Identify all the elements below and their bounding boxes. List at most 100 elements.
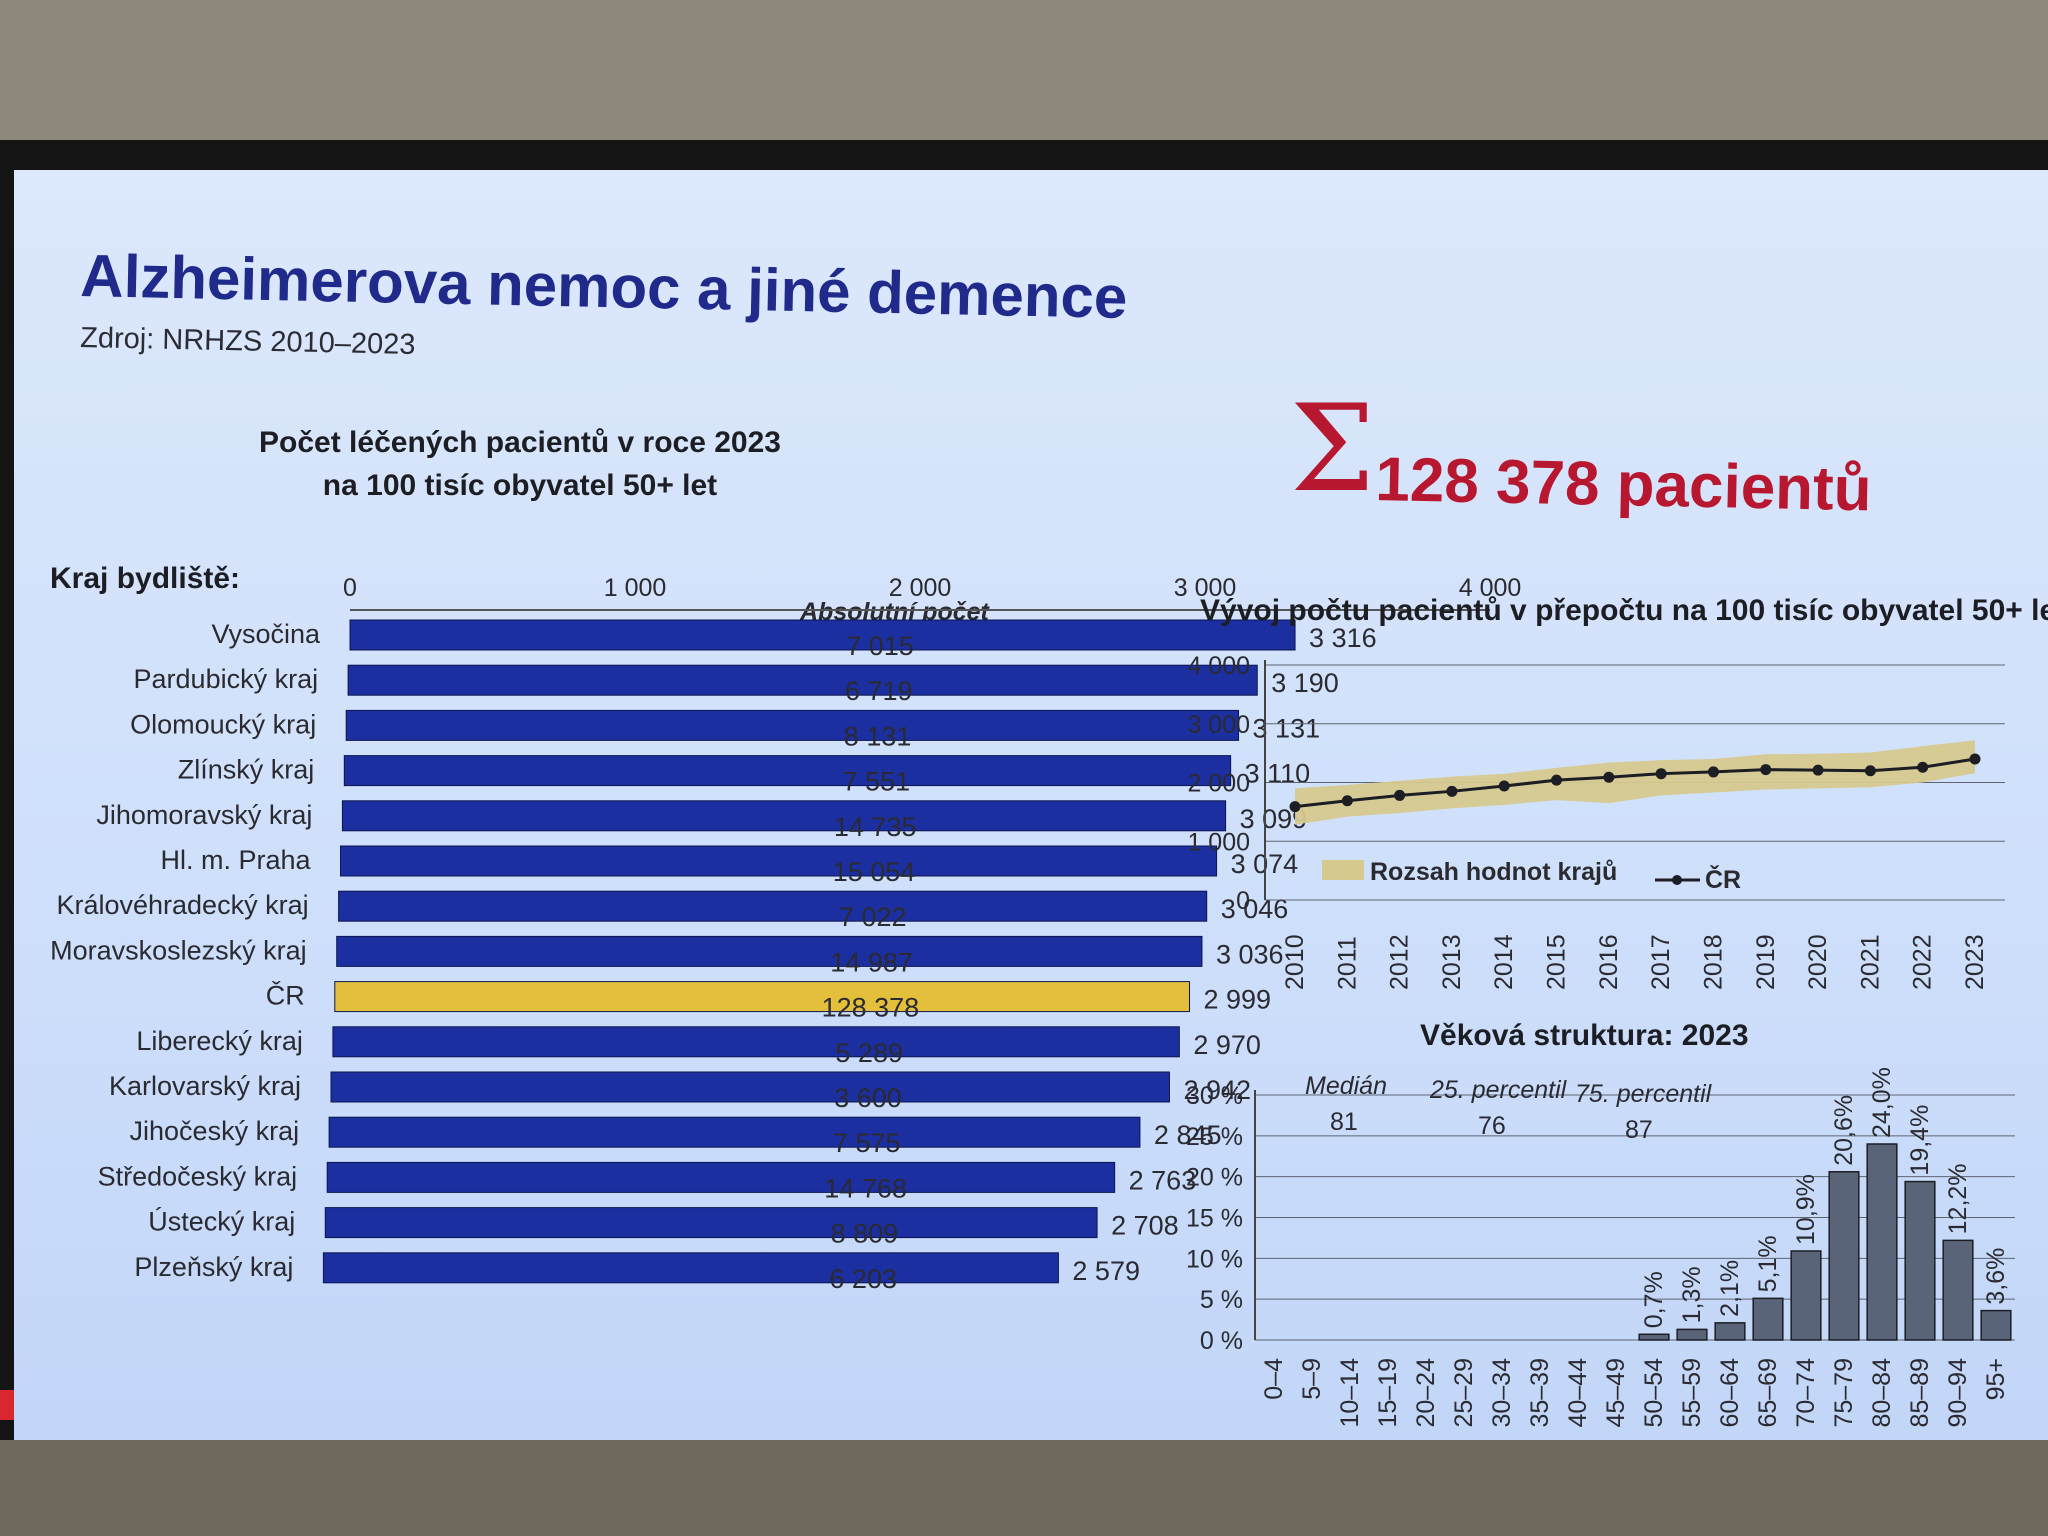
absolute-count: 14 735 (834, 812, 917, 842)
bar-category-label: Zlínský kraj (178, 755, 315, 785)
bar-category-label: ČR (266, 980, 305, 1011)
bar-cr-highlight (334, 981, 1191, 1013)
regional-bar-chart: Počet léčených pacientů v roce 2023 na 1… (50, 426, 1521, 1294)
absolute-count: 15 054 (833, 857, 916, 887)
legend-series-label: ČR (1705, 864, 1741, 894)
bar-chart-title: Počet léčených pacientů v roce 2023 (259, 426, 781, 459)
cr-series-point (1446, 785, 1458, 797)
age-y-tick: 25 % (1186, 1123, 1243, 1151)
bar-value-label: 3 190 (1271, 668, 1339, 698)
bar-region (322, 1252, 1059, 1284)
bar-category-label: Ústecký kraj (148, 1206, 295, 1237)
bar-region (332, 1026, 1180, 1058)
line-x-tick: 2011 (1333, 936, 1361, 990)
age-x-tick: 40–44 (1564, 1358, 1592, 1428)
stat-p25-value: 76 (1478, 1112, 1506, 1140)
cr-series-point (1394, 789, 1406, 801)
cr-series-point (1707, 766, 1719, 778)
line-x-tick: 2019 (1752, 934, 1780, 990)
bar-region (340, 845, 1218, 877)
cr-series-point (1864, 765, 1876, 777)
bar-category-label: Jihočeský kraj (130, 1116, 300, 1146)
stat-p75-value: 87 (1625, 1116, 1653, 1144)
age-x-tick: 35–39 (1526, 1358, 1554, 1428)
bar-value-label: 3 316 (1309, 623, 1377, 653)
red-corner-mark (0, 1390, 14, 1420)
line-y-tick: 1 000 (1187, 828, 1250, 856)
line-x-tick: 2022 (1909, 934, 1937, 990)
line-chart-legend: Rozsah hodnot krajů ČR (1322, 858, 1741, 894)
age-bar (1714, 1322, 1746, 1341)
cr-series-point (1551, 774, 1563, 786)
bar-value-label: 2 970 (1193, 1030, 1261, 1060)
age-structure-chart: Věková struktura: 2023 0 % 5 % 10 % 15 % 20 … (1186, 1019, 2015, 1428)
bar-axis-tick: 0 (343, 574, 357, 602)
bar-value-label: 2 999 (1204, 985, 1272, 1015)
age-y-tick: 20 % (1186, 1164, 1243, 1192)
age-bar (1752, 1297, 1784, 1341)
age-x-tick: 10–14 (1336, 1358, 1364, 1428)
bar-region (347, 664, 1258, 696)
age-x-tick: 70–74 (1792, 1358, 1820, 1428)
age-x-tick: 85–89 (1906, 1358, 1934, 1428)
bar-value-label: 2 942 (1183, 1075, 1251, 1105)
age-x-tick: 50–54 (1640, 1358, 1668, 1428)
bar-category-label: Hl. m. Praha (160, 845, 311, 875)
bar-value-label: 2 763 (1129, 1165, 1197, 1195)
age-chart-title: Věková struktura: 2023 (1420, 1019, 1749, 1052)
age-x-tick: 65–69 (1754, 1358, 1782, 1428)
age-bar (1866, 1143, 1898, 1341)
stat-median-value: 81 (1330, 1108, 1358, 1136)
age-x-tick: 20–24 (1412, 1358, 1440, 1428)
line-x-tick: 2023 (1961, 934, 1989, 990)
stat-p75-label: 75. percentil (1575, 1080, 1713, 1108)
cr-series-point (1917, 761, 1929, 773)
bar-region (324, 1207, 1098, 1239)
line-x-tick: 2016 (1595, 934, 1623, 990)
absolute-count: 8 809 (831, 1219, 899, 1249)
age-y-tick: 5 % (1200, 1286, 1243, 1314)
age-x-tick: 0–4 (1260, 1358, 1288, 1400)
age-x-tick: 45–49 (1602, 1358, 1630, 1428)
cr-series-point (1760, 764, 1772, 776)
bar-axis-tick: 4 000 (1459, 574, 1522, 602)
bar-value-label: 3 110 (1245, 759, 1311, 789)
category-header: Kraj bydliště: (50, 562, 240, 595)
age-stats-table: Medián 81 25. percentil 76 75. percentil… (1305, 1072, 1713, 1144)
line-x-tick: 2021 (1856, 934, 1884, 990)
absolute-count: 7 022 (839, 902, 907, 932)
age-y-tick: 15 % (1186, 1205, 1243, 1233)
age-x-tick: 95+ (1982, 1358, 2010, 1400)
line-x-tick: 2018 (1699, 934, 1727, 990)
line-y-tick: 3 000 (1187, 711, 1250, 739)
age-bar (1904, 1180, 1936, 1341)
cr-series-point (1655, 768, 1667, 780)
bar-category-label: Olomoucký kraj (130, 709, 316, 739)
line-x-tick: 2015 (1543, 934, 1571, 990)
cr-series-line (1294, 757, 1976, 809)
age-value-label: 2,1% (1716, 1260, 1744, 1317)
line-chart-title: Vývoj počtu pacientů v přepočtu na 100 t… (1200, 594, 2048, 627)
age-bar (1790, 1250, 1822, 1341)
cr-series-point (1603, 771, 1615, 783)
cr-series-point (1289, 801, 1301, 813)
age-y-tick: 0 % (1200, 1327, 1243, 1355)
line-x-tick: 2014 (1490, 934, 1518, 990)
age-y-tick: 30 % (1186, 1082, 1243, 1110)
bar-value-label: 3 131 (1253, 713, 1321, 743)
bar-region (330, 1071, 1170, 1103)
bar-category-label: Středočeský kraj (98, 1161, 298, 1191)
age-x-tick: 55–59 (1678, 1358, 1706, 1428)
bar-value-label: 2 708 (1111, 1211, 1179, 1241)
bar-region (349, 619, 1296, 651)
bar-category-label: Vysočina (211, 619, 321, 649)
line-x-tick: 2017 (1647, 934, 1675, 990)
line-y-tick: 0 (1236, 887, 1250, 915)
absolute-count: 8 131 (844, 721, 912, 751)
age-value-label: 12,2% (1944, 1163, 1972, 1234)
line-x-tick: 2020 (1804, 934, 1832, 990)
age-value-label: 20,6% (1830, 1095, 1858, 1166)
bar-region (336, 935, 1203, 967)
bar-axis-tick: 2 000 (889, 574, 952, 602)
age-bar (1828, 1171, 1860, 1341)
